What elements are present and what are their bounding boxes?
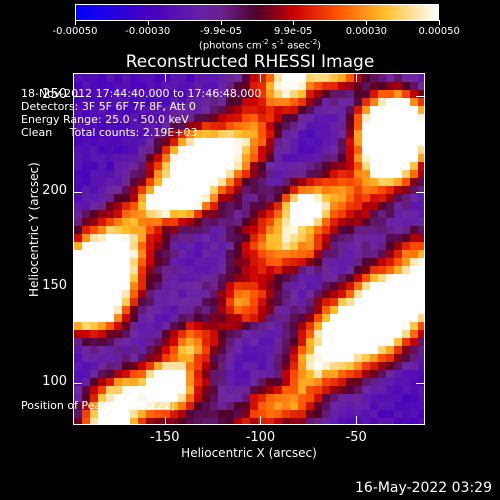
colorbar-tick-label: -9.9e-05 <box>199 26 242 37</box>
y-tick-mark <box>416 287 424 288</box>
y-tick-mark <box>74 96 82 97</box>
units-mid2: asec <box>284 40 311 52</box>
colorbar-tick-label: -0.00050 <box>52 26 98 37</box>
info-energy-range: Energy Range: 25.0 - 50.0 keV <box>21 113 189 126</box>
reconstructed-image <box>74 74 424 424</box>
colorbar-tick-label: 0.00050 <box>418 26 460 37</box>
peak-position: Position of Peak = [-80,222] <box>21 399 175 412</box>
units-prefix: (photons cm <box>198 40 262 52</box>
x-tick-label: -150 <box>150 430 180 445</box>
x-axis-label: Heliocentric X (arcsec) <box>181 446 317 460</box>
units-sup3: -2 <box>310 38 318 46</box>
colorbar-tick-mark <box>293 20 294 25</box>
y-tick-label: 200 <box>42 182 67 198</box>
info-detectors: Detectors: 3F 5F 6F 7F 8F, Att 0 <box>21 100 196 113</box>
x-tick-mark <box>165 74 166 82</box>
plot-area <box>73 73 425 425</box>
colorbar-tick-label: -0.00030 <box>125 26 171 37</box>
units-mid1: s <box>268 40 278 52</box>
y-tick-label: 250 <box>42 86 67 102</box>
units-sup2: -1 <box>277 38 284 46</box>
units-suffix: ) <box>317 40 322 52</box>
colorbar-tick-label: 9.9e-05 <box>274 26 313 37</box>
colorbar-tick-label: 0.00030 <box>345 26 388 37</box>
y-tick-mark <box>74 383 82 384</box>
units-sup1: -2 <box>261 38 269 46</box>
y-axis-label: Heliocentric Y (arcsec) <box>27 162 41 297</box>
y-tick-mark <box>416 383 424 384</box>
colorbar <box>75 4 439 21</box>
colorbar-tick-mark <box>148 20 149 25</box>
x-tick-mark <box>165 416 166 424</box>
x-tick-label: -50 <box>345 430 367 445</box>
x-tick-mark <box>260 416 261 424</box>
colorbar-tick-mark <box>221 20 222 25</box>
y-tick-mark <box>74 192 82 193</box>
plot-title: Reconstructed RHESSI Image <box>125 52 375 72</box>
y-tick-label: 150 <box>42 278 67 294</box>
y-tick-mark <box>416 96 424 97</box>
colorbar-tick-mark <box>439 20 440 25</box>
y-tick-mark <box>416 192 424 193</box>
colorbar-tick-mark <box>366 20 367 25</box>
plot-timestamp: 16-May-2022 03:29 <box>354 480 492 496</box>
x-tick-label: -100 <box>245 430 276 445</box>
x-tick-mark <box>260 74 261 82</box>
x-tick-mark <box>356 416 357 424</box>
x-tick-mark <box>356 74 357 82</box>
colorbar-tick-mark <box>75 20 76 25</box>
colorbar-units: (photons cm-2 s-1 asec-2) <box>160 38 360 51</box>
y-tick-label: 100 <box>42 373 67 389</box>
y-tick-mark <box>74 287 82 288</box>
info-clean-counts: Clean Total counts: 2.19E+03 <box>21 126 198 139</box>
